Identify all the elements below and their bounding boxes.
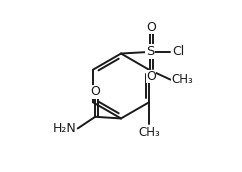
Text: CH₃: CH₃ (138, 126, 160, 139)
Text: H₂N: H₂N (52, 122, 76, 135)
Text: Cl: Cl (173, 45, 185, 58)
Text: S: S (146, 45, 154, 58)
Text: O: O (146, 70, 156, 83)
Text: O: O (90, 85, 100, 99)
Text: CH₃: CH₃ (172, 73, 193, 86)
Text: O: O (146, 21, 156, 34)
